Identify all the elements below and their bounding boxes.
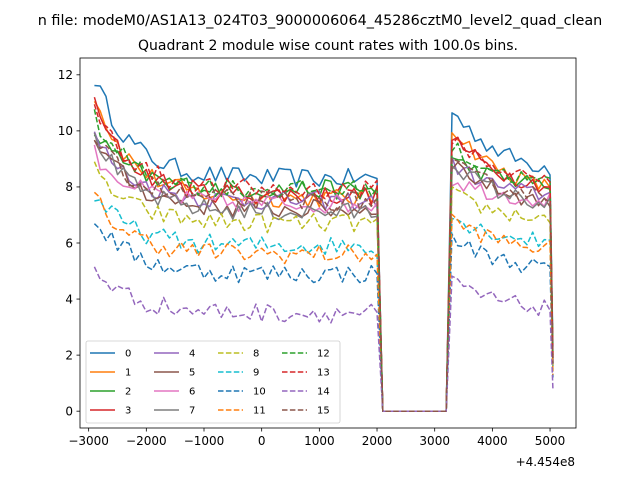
plot-area [93, 84, 554, 412]
legend-label: 10 [253, 387, 266, 398]
series-line-0 [94, 84, 554, 412]
legend-label: 4 [189, 349, 195, 360]
axes: −3000 −2000 −1000 0 1000 2000 3000 4000 5000 0 2 4 6… [58, 57, 577, 448]
legend-label: 2 [125, 387, 131, 398]
series-line-7 [93, 132, 554, 412]
y-tick-label: 10 [58, 124, 73, 138]
legend-label: 14 [317, 387, 330, 398]
legend-box [85, 340, 341, 424]
series-line-2 [93, 134, 554, 412]
legend-label: 13 [317, 368, 330, 379]
series-line-9 [94, 199, 554, 412]
x-tick-label: 3000 [419, 434, 450, 448]
x-tick-label: 5000 [535, 434, 566, 448]
plot-title: Quadrant 2 module wise count rates with … [138, 38, 518, 54]
legend-label: 1 [125, 368, 131, 379]
series-line-5 [93, 139, 554, 412]
legend-label: 15 [317, 406, 330, 417]
y-tick-label: 0 [65, 404, 73, 418]
y-tick-label: 6 [65, 236, 73, 250]
legend-label: 0 [125, 349, 131, 360]
legend-label: 7 [189, 406, 195, 417]
x-tick-label: −3000 [68, 434, 109, 448]
y-tick-label: 4 [65, 292, 73, 306]
legend-label: 3 [125, 406, 131, 417]
legend-label: 5 [189, 368, 195, 379]
series-line-13 [93, 104, 554, 412]
x-tick-label: 0 [258, 434, 266, 448]
legend-label: 6 [189, 387, 195, 398]
series-line-1 [93, 101, 554, 412]
x-offset-text: +4.454e8 [516, 455, 575, 469]
figure-suptitle: n file: modeM0/AS1A13_024T03_9000006064_… [38, 13, 603, 29]
series-line-12 [93, 109, 554, 412]
legend-label: 12 [317, 349, 330, 360]
y-tick-label: 12 [58, 68, 73, 82]
y-tick-label: 8 [65, 180, 73, 194]
x-tick-label: 1000 [304, 434, 335, 448]
series-line-11 [93, 191, 554, 412]
series-line-10 [93, 223, 554, 412]
series-line-14 [93, 266, 554, 412]
x-tick-label: −2000 [126, 434, 167, 448]
x-tick-label: −1000 [184, 434, 225, 448]
legend-label: 11 [253, 406, 266, 417]
x-tick-label: 4000 [477, 434, 508, 448]
x-tick-label: 2000 [362, 434, 393, 448]
series-line-8 [93, 161, 554, 412]
legend-label: 9 [253, 368, 259, 379]
legend-label: 8 [253, 349, 259, 360]
series-line-15 [93, 139, 554, 412]
y-tick-label: 2 [65, 348, 73, 362]
